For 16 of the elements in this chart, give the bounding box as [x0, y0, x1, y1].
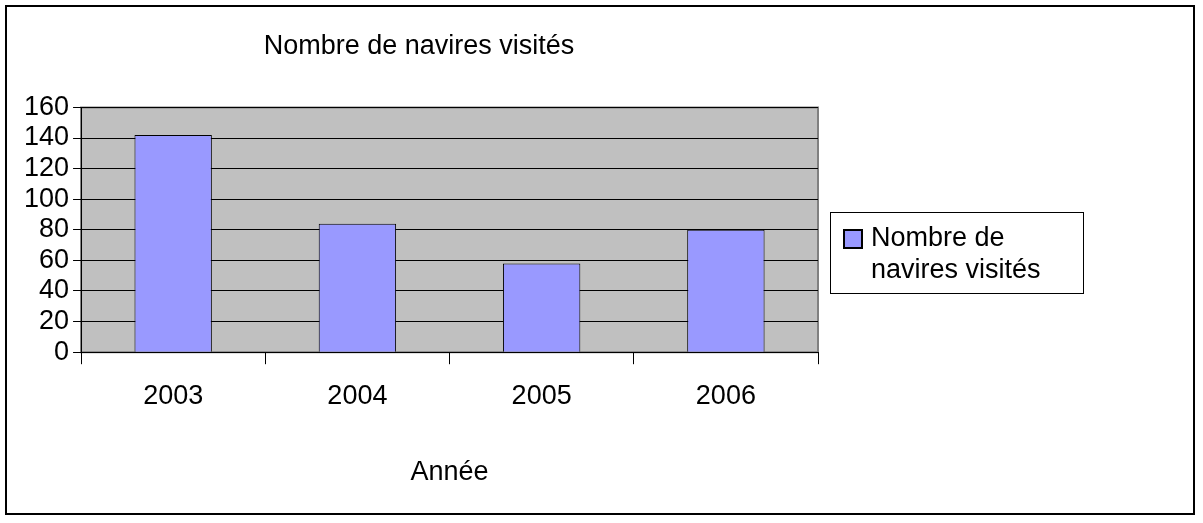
x-tick-label: 2005	[511, 379, 572, 410]
y-tick-label: 100	[23, 182, 70, 213]
x-tick-label: 2006	[695, 379, 756, 410]
y-tick-label: 0	[54, 335, 70, 366]
chart-title: Nombre de navires visités	[263, 29, 575, 60]
legend-label: Nombre de navires visités	[871, 221, 1042, 285]
y-tick-label: 160	[23, 90, 70, 121]
y-tick-label: 20	[39, 305, 70, 336]
y-tick-label: 80	[39, 213, 70, 244]
y-tick-label: 60	[39, 243, 70, 274]
x-tick-label: 2004	[327, 379, 388, 410]
x-axis-title: Année	[410, 456, 489, 487]
x-tick-label: 2003	[143, 379, 204, 410]
y-tick-label: 40	[39, 274, 70, 305]
y-tick-label: 140	[23, 121, 70, 152]
y-tick-label: 120	[23, 152, 70, 183]
